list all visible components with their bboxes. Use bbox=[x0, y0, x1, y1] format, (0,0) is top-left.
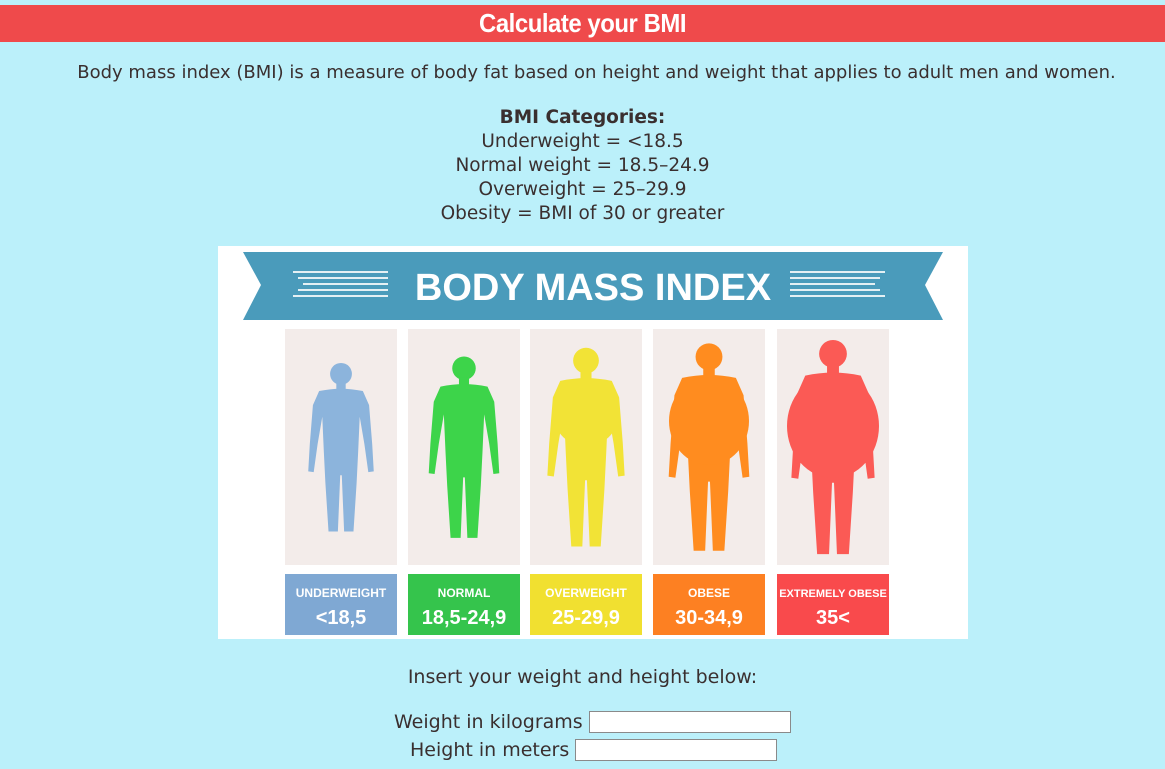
page-header: Calculate your BMI bbox=[0, 5, 1165, 42]
extremely-obese-label-box bbox=[777, 574, 889, 635]
panel-overweight: OVERWEIGHT 25-29,9 bbox=[530, 329, 642, 635]
category-overweight: Overweight = 25–29.9 bbox=[478, 179, 687, 200]
underweight-label-box bbox=[285, 574, 397, 635]
category-underweight: Underweight = <18.5 bbox=[481, 131, 684, 152]
banner-shape bbox=[243, 252, 943, 320]
obese-label: OBESE bbox=[688, 586, 730, 600]
underweight-label: UNDERWEIGHT bbox=[296, 586, 387, 600]
obese-range: 30-34,9 bbox=[675, 607, 743, 629]
bmi-categories: BMI Categories: Underweight = <18.5 Norm… bbox=[0, 106, 1165, 226]
bmi-infographic: BODY MASS INDEX UNDERWEIGHT <18,5 NORMAL… bbox=[218, 246, 968, 639]
category-normal: Normal weight = 18.5–24.9 bbox=[455, 155, 710, 176]
overweight-label-box bbox=[530, 574, 642, 635]
height-row: Height in meters bbox=[410, 737, 778, 763]
categories-title: BMI Categories: bbox=[499, 107, 666, 128]
banner-stripes bbox=[293, 271, 885, 297]
weight-input[interactable] bbox=[588, 711, 791, 733]
extremely-obese-range: 35< bbox=[816, 607, 850, 629]
normal-label-box bbox=[408, 574, 520, 635]
extremely-obese-label: EXTREMELY OBESE bbox=[779, 588, 887, 600]
panel-normal: NORMAL 18,5-24,9 bbox=[408, 329, 520, 635]
panel-underweight: UNDERWEIGHT <18,5 bbox=[285, 329, 397, 635]
bmi-infographic-svg: BODY MASS INDEX UNDERWEIGHT <18,5 NORMAL… bbox=[243, 252, 943, 635]
normal-range: 18,5-24,9 bbox=[422, 607, 507, 629]
overweight-range: 25-29,9 bbox=[552, 607, 620, 629]
overweight-label: OVERWEIGHT bbox=[545, 586, 627, 600]
form-prompt: Insert your weight and height below: bbox=[407, 666, 758, 688]
banner-title: BODY MASS INDEX bbox=[415, 267, 772, 309]
obese-label-box bbox=[653, 574, 765, 635]
normal-label: NORMAL bbox=[438, 586, 491, 600]
intro-text: Body mass index (BMI) is a measure of bo… bbox=[77, 62, 1116, 83]
infographic-banner: BODY MASS INDEX bbox=[243, 252, 943, 320]
category-obesity: Obesity = BMI of 30 or greater bbox=[440, 203, 725, 224]
height-input[interactable] bbox=[575, 739, 778, 761]
page-title: Calculate your BMI bbox=[478, 8, 687, 38]
underweight-range: <18,5 bbox=[316, 607, 367, 629]
height-label: Height in meters bbox=[410, 739, 570, 761]
weight-label: Weight in kilograms bbox=[394, 711, 583, 733]
panel-obese: OBESE 30-34,9 bbox=[653, 329, 765, 635]
weight-row: Weight in kilograms bbox=[394, 709, 791, 735]
panel-extremely-obese: EXTREMELY OBESE 35< bbox=[777, 329, 889, 635]
